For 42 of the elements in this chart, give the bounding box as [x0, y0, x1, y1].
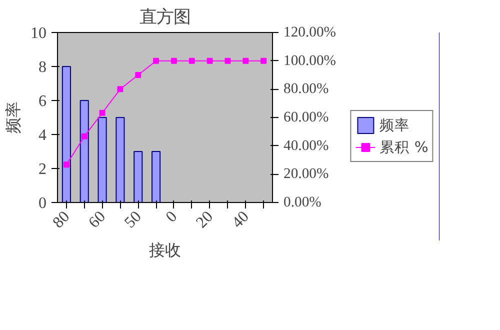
y2-tick-label: 40.00% [284, 138, 329, 154]
legend-label: 频率 [380, 116, 410, 134]
y2-tick-label: 80.00% [284, 81, 329, 98]
x-tick-label: 20 [193, 208, 217, 232]
point [99, 110, 106, 116]
point [135, 72, 142, 78]
x-axis-title: 接收 [149, 240, 181, 260]
y2-tick-label: 0.00% [284, 194, 322, 210]
y-axis-title: 频率 [4, 102, 22, 134]
point [63, 162, 70, 168]
point [81, 133, 88, 140]
point [242, 58, 249, 64]
x-tick-label: 60 [86, 208, 110, 232]
y-tick-label: 10 [30, 25, 46, 42]
y-tick-label: 6 [38, 93, 46, 110]
bar [80, 100, 89, 202]
chart-title: 直方图 [140, 8, 190, 28]
x-tick-label: 40 [229, 208, 252, 232]
y2-tick-label: 20.00% [284, 166, 329, 182]
legend-label: 累积 % [380, 138, 428, 156]
point [153, 58, 160, 64]
bar [134, 151, 143, 202]
bar [116, 117, 125, 202]
point [117, 86, 124, 92]
point [260, 58, 267, 64]
point [206, 58, 213, 64]
y-tick-label: 2 [38, 161, 46, 178]
y2-tick-label: 100.00% [284, 52, 336, 69]
point [224, 58, 231, 64]
bar [98, 117, 107, 202]
bar [62, 66, 71, 202]
y-tick-label: 0 [38, 195, 46, 212]
y-tick-label: 8 [38, 59, 46, 76]
point [170, 58, 177, 64]
y2-tick-label: 60.00% [284, 110, 329, 126]
point [188, 58, 195, 64]
y-tick-label: 4 [38, 127, 46, 144]
y2-tick-label: 120.00% [284, 24, 336, 40]
x-tick-label: 50 [122, 208, 145, 232]
bar [152, 151, 161, 202]
x-tick-label: 80 [50, 208, 74, 232]
x-tick-label: 0 [163, 208, 181, 226]
